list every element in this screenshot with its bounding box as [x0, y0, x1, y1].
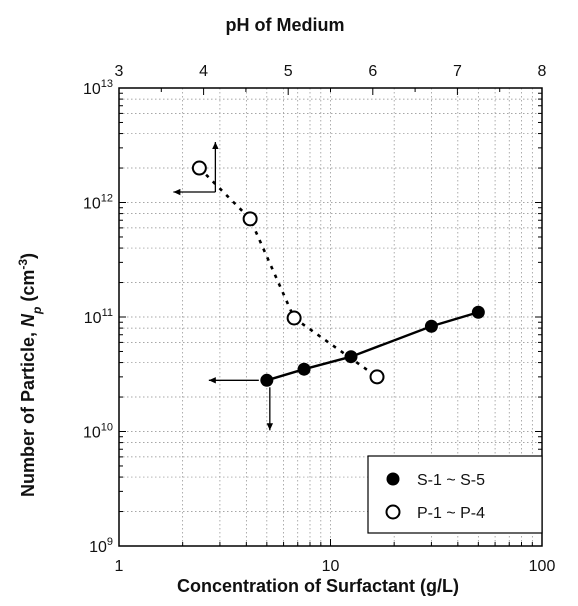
legend-marker-filled — [386, 472, 400, 486]
y-axis-title-var: N — [18, 313, 38, 327]
y-axis-title-close: ) — [18, 253, 38, 259]
y-axis-title: Number of Particle, Np (cm-3) — [16, 253, 44, 497]
y-tick-label: 109 — [89, 536, 113, 556]
x-bottom-tick-label: 100 — [529, 558, 556, 575]
x-top-tick-label: 3 — [115, 63, 124, 80]
series-1-point — [424, 319, 438, 333]
legend: S-1 ~ S-5 P-1 ~ P-4 — [367, 455, 543, 534]
y-tick-label: 1013 — [83, 78, 113, 98]
tick-labels: 1 10 100 3 4 5 6 7 8 109 1010 1011 1012 1013 — [83, 63, 555, 575]
x-bottom-tick-label: 10 — [322, 558, 340, 575]
series-2-point — [242, 211, 258, 227]
arrow-to-bottom-axis-head — [266, 423, 274, 431]
legend-label-series-2: P-1 ~ P-4 — [417, 505, 485, 522]
series-1-point — [471, 305, 485, 319]
top-axis-title: pH of Medium — [226, 15, 345, 35]
arrow-to-top-axis-head — [212, 142, 219, 150]
y-tick-label: 1012 — [83, 193, 113, 213]
arrow-to-left-axis-head — [208, 377, 216, 384]
y-axis-title-main: Number of Particle, — [18, 327, 38, 497]
bottom-axis-title: Concentration of Surfactant (g/L) — [177, 576, 459, 596]
x-top-tick-label: 5 — [284, 63, 293, 80]
x-top-tick-label: 4 — [199, 63, 208, 80]
y-tick-label: 1010 — [83, 422, 113, 442]
y-axis-title-sub: p — [30, 307, 44, 315]
axis-indicator-arrows — [173, 142, 274, 431]
series-2-point — [369, 369, 385, 385]
y-axis-title-sup: -3 — [16, 259, 30, 270]
series-2-point — [191, 160, 207, 176]
x-top-tick-label: 6 — [368, 63, 377, 80]
series-1-point — [297, 362, 311, 376]
legend-label-series-1: S-1 ~ S-5 — [417, 472, 485, 489]
arrow-to-left-axis-open-head — [173, 188, 181, 196]
y-tick-label: 1011 — [84, 307, 113, 327]
series-1-point — [260, 373, 274, 387]
y-axis-title-unit: (cm — [18, 270, 38, 307]
grid-lines — [119, 88, 542, 546]
axis-ticks — [118, 88, 543, 547]
data-points — [191, 160, 485, 387]
x-top-tick-label: 8 — [538, 63, 547, 80]
x-top-tick-label: 7 — [453, 63, 462, 80]
series-lines — [198, 167, 479, 382]
x-bottom-tick-label: 1 — [115, 558, 124, 575]
series-2-point — [286, 310, 302, 326]
series-2-line — [198, 167, 378, 378]
legend-box — [367, 455, 543, 534]
series-1-point — [344, 350, 358, 364]
legend-marker-open — [385, 504, 401, 520]
